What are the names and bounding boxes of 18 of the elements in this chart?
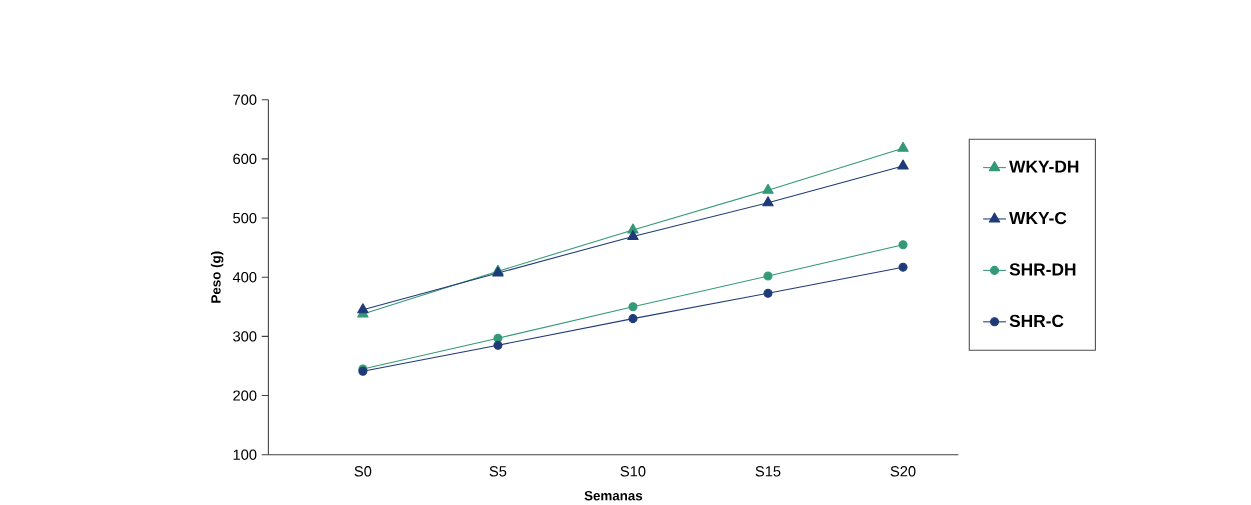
x-tick-label: S5	[489, 466, 507, 477]
y-tick-label: 700	[233, 94, 257, 105]
legend-label: WKY-DH	[1009, 160, 1079, 173]
y-tick-label: 600	[233, 153, 257, 165]
x-tick-label: S0	[354, 466, 372, 477]
x-tick-label: S15	[755, 466, 781, 477]
legend-label: SHR-C	[1009, 314, 1064, 328]
y-tick-label: 300	[233, 331, 257, 342]
x-tick-label: S10	[620, 466, 646, 477]
legend-label: SHR-DH	[1009, 263, 1076, 276]
y-tick-label: 500	[233, 212, 257, 224]
y-tick-label: 200	[233, 390, 257, 401]
y-tick-label: 100	[233, 449, 257, 460]
y-tick-label: 400	[232, 272, 257, 283]
x-tick-label: S20	[890, 466, 916, 477]
legend-label: WKY-C	[1009, 211, 1067, 225]
x-axis-title: Semanas	[584, 491, 643, 501]
y-axis-title: Peso (g)	[210, 251, 224, 303]
